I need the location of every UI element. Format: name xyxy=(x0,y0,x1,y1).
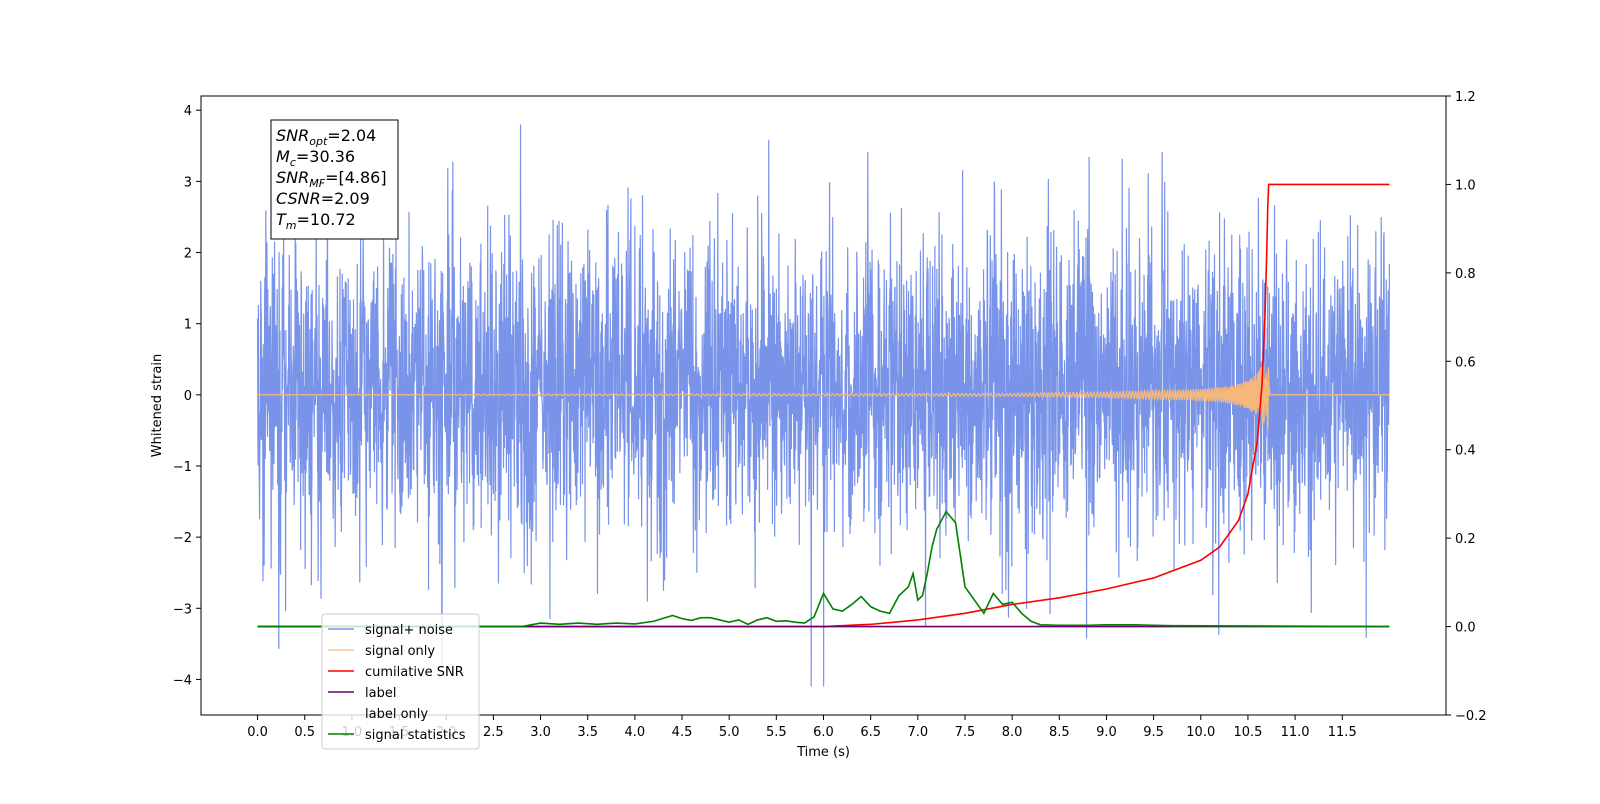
stats-subscript: m xyxy=(286,219,297,232)
y-tick-label: 3 xyxy=(184,175,192,190)
stats-value: =2.09 xyxy=(321,189,370,208)
series-signal-statistics-line xyxy=(257,510,1390,628)
x-tick-label: 5.0 xyxy=(719,725,740,740)
legend-item: label only xyxy=(328,707,428,722)
stats-subscript: c xyxy=(290,156,296,169)
stats-value: =30.36 xyxy=(296,147,355,166)
stats-line: CSNR=2.09 xyxy=(276,189,370,208)
legend-item: signal+ noise xyxy=(328,623,453,638)
stats-subscript: opt xyxy=(309,135,328,148)
stats-symbol: T xyxy=(276,210,287,229)
stats-value: =10.72 xyxy=(297,210,356,229)
legend-item: label xyxy=(328,686,396,701)
x-tick-label: 6.5 xyxy=(860,725,881,740)
stats-value: =[4.86] xyxy=(325,168,387,187)
x-tick-label: 10.5 xyxy=(1233,725,1262,740)
stats-symbol: CSNR xyxy=(276,189,321,208)
y2-tick-label: 0.6 xyxy=(1455,355,1476,370)
stats-line: Tm=10.72 xyxy=(276,210,356,232)
stats-symbol: M xyxy=(276,147,290,166)
legend-item: signal only xyxy=(328,644,435,659)
legend-box xyxy=(321,613,480,750)
x-tick-label: 3.5 xyxy=(577,725,598,740)
stats-symbol: SNR xyxy=(276,168,309,187)
legend-label: label only xyxy=(365,707,428,722)
y-tick-label: −1 xyxy=(173,460,192,475)
y-tick-label: 2 xyxy=(184,247,192,262)
x-tick-label: 6.0 xyxy=(813,725,834,740)
y2-tick-label: 1.0 xyxy=(1455,178,1476,193)
x-tick-label: 8.5 xyxy=(1049,725,1070,740)
y-tick-label: 0 xyxy=(184,389,192,404)
x-tick-label: 9.5 xyxy=(1143,725,1164,740)
legend-label: signal statistics xyxy=(365,728,466,743)
x-tick-label: 0.0 xyxy=(247,725,268,740)
legend-label: signal only xyxy=(365,644,435,659)
x-tick-label: 11.5 xyxy=(1328,725,1357,740)
series-signal-noise-line xyxy=(256,124,1391,687)
legend-label: cumilative SNR xyxy=(365,665,464,680)
stats-value: =2.04 xyxy=(327,126,376,145)
x-tick-label: 8.0 xyxy=(1002,725,1023,740)
series-signal-only-line xyxy=(257,361,1390,429)
stats-subscript: MF xyxy=(309,177,325,190)
x-tick-label: 7.5 xyxy=(955,725,976,740)
stats-line: SNRMF=[4.86] xyxy=(276,168,387,190)
y2-tick-label: −0.2 xyxy=(1455,709,1487,724)
x-tick-label: 2.5 xyxy=(483,725,504,740)
x-tick-label: 5.5 xyxy=(766,725,787,740)
legend-label: signal+ noise xyxy=(365,623,453,638)
series-cumilative-snr-line xyxy=(257,183,1390,628)
y-tick-label: −4 xyxy=(173,673,192,688)
y2-tick-label: 1.2 xyxy=(1455,90,1476,105)
stats-line: SNRopt=2.04 xyxy=(276,126,376,148)
y2-tick-label: 0.0 xyxy=(1455,621,1476,636)
stats-box xyxy=(270,119,399,240)
y-tick-label: 4 xyxy=(184,104,192,119)
stats-line: Mc=30.36 xyxy=(276,147,355,169)
x-axis-label: Time (s) xyxy=(796,745,850,760)
x-tick-label: 0.5 xyxy=(294,725,315,740)
x-tick-label: 10.0 xyxy=(1186,725,1215,740)
x-tick-label: 4.0 xyxy=(625,725,646,740)
y-tick-label: −3 xyxy=(173,602,192,617)
legend-item: cumilative SNR xyxy=(328,665,464,680)
x-tick-label: 9.0 xyxy=(1096,725,1117,740)
y2-tick-label: 0.4 xyxy=(1455,444,1476,459)
y-tick-label: −2 xyxy=(173,531,192,546)
y-tick-label: 1 xyxy=(184,318,192,333)
x-tick-label: 7.0 xyxy=(907,725,928,740)
legend-label: label xyxy=(365,686,396,701)
y2-tick-label: 0.2 xyxy=(1455,532,1476,547)
y-axis-label: Whitened strain xyxy=(150,354,165,457)
x-tick-label: 3.0 xyxy=(530,725,551,740)
x-tick-label: 4.5 xyxy=(672,725,693,740)
x-tick-label: 11.0 xyxy=(1281,725,1310,740)
legend-item: signal statistics xyxy=(328,728,466,743)
stats-symbol: SNR xyxy=(276,126,309,145)
y2-tick-label: 0.8 xyxy=(1455,267,1476,282)
